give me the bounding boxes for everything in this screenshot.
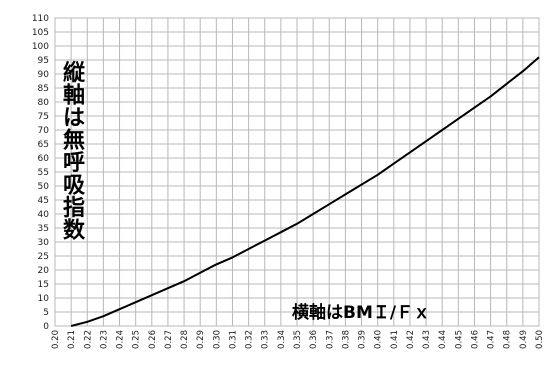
x-tick-label: 0.32 — [245, 330, 255, 349]
y-tick-label: 80 — [38, 98, 50, 108]
y-axis-label-char: 数 — [63, 218, 86, 244]
y-axis-label-char: 縦 — [63, 61, 86, 86]
x-tick-label: 0.36 — [309, 330, 319, 349]
y-tick-label: 35 — [38, 224, 49, 234]
x-tick-label: 0.39 — [358, 330, 368, 349]
x-tick-label: 0.24 — [116, 330, 126, 349]
series-layer — [70, 56, 540, 327]
y-tick-label: 15 — [38, 280, 49, 290]
y-axis-label-char: 指 — [63, 196, 85, 221]
y-tick-label: 90 — [38, 70, 50, 80]
y-tick-label: 110 — [32, 14, 49, 24]
x-tick-label: 0.33 — [261, 330, 271, 349]
y-axis-label-char: 軸 — [63, 83, 85, 109]
series-line — [70, 56, 540, 327]
y-axis-label-char: は — [63, 106, 85, 131]
x-tick-label: 0.41 — [390, 330, 400, 349]
y-tick-label: 25 — [38, 252, 49, 262]
x-tick-label: 0.49 — [519, 330, 529, 349]
x-tick-label: 0.40 — [374, 330, 384, 349]
y-tick-label: 55 — [38, 168, 49, 178]
x-tick-label: 0.50 — [535, 330, 545, 349]
x-tick-label: 0.46 — [470, 330, 480, 349]
y-axis-label: 縦軸は無呼吸指数 — [63, 61, 86, 244]
x-tick-label: 0.23 — [99, 330, 109, 349]
x-tick-label: 0.25 — [132, 330, 142, 349]
x-tick-label: 0.31 — [228, 330, 238, 349]
x-tick-label: 0.30 — [212, 330, 222, 349]
y-axis-label-char: 無 — [63, 128, 85, 154]
y-tick-label: 100 — [32, 42, 49, 52]
y-axis-ticks: 0 5 10 15 20 25 30 35 40 45 50 55 60 65 70 75 80 85 90 95 10… — [32, 14, 49, 332]
x-tick-label: 0.42 — [406, 330, 416, 349]
x-tick-label: 0.20 — [51, 330, 61, 349]
x-tick-label: 0.43 — [422, 330, 432, 349]
y-tick-label: 10 — [38, 294, 50, 304]
y-tick-label: 50 — [38, 182, 50, 192]
grid — [54, 17, 540, 327]
y-tick-label: 40 — [38, 210, 50, 220]
y-tick-label: 60 — [38, 154, 50, 164]
y-tick-label: 5 — [43, 308, 49, 318]
y-tick-label: 70 — [38, 126, 50, 136]
y-axis-label-char: 呼 — [63, 151, 85, 176]
x-tick-label: 0.47 — [487, 330, 497, 349]
x-tick-label: 0.35 — [293, 330, 303, 349]
y-tick-label: 75 — [38, 112, 49, 122]
x-tick-label: 0.38 — [341, 330, 351, 349]
y-tick-label: 85 — [38, 84, 49, 94]
x-axis-ticks: 0.20 0.21 0.22 0.23 0.24 0.25 0.26 0.27 0.28 0.29… — [51, 330, 545, 349]
x-tick-label: 0.48 — [503, 330, 513, 349]
y-tick-label: 0 — [43, 322, 49, 332]
y-tick-label: 95 — [38, 56, 49, 66]
y-tick-label: 20 — [38, 266, 50, 276]
x-axis-label: 横軸はBMＩ/Ｆｘ — [292, 302, 430, 323]
x-tick-label: 0.45 — [454, 330, 464, 349]
x-tick-label: 0.29 — [196, 330, 206, 349]
x-tick-label: 0.26 — [148, 330, 158, 349]
x-tick-label: 0.28 — [180, 330, 190, 349]
x-tick-label: 0.27 — [164, 330, 174, 349]
x-tick-label: 0.34 — [277, 330, 287, 349]
y-tick-label: 65 — [38, 140, 49, 150]
y-tick-label: 105 — [32, 28, 49, 38]
y-axis-label-char: 吸 — [63, 174, 86, 199]
x-tick-label: 0.22 — [83, 330, 93, 349]
x-tick-label: 0.44 — [438, 330, 448, 349]
y-tick-label: 45 — [38, 196, 49, 206]
x-tick-label: 0.37 — [325, 330, 335, 349]
x-tick-label: 0.21 — [67, 330, 77, 349]
y-tick-label: 30 — [38, 238, 50, 248]
